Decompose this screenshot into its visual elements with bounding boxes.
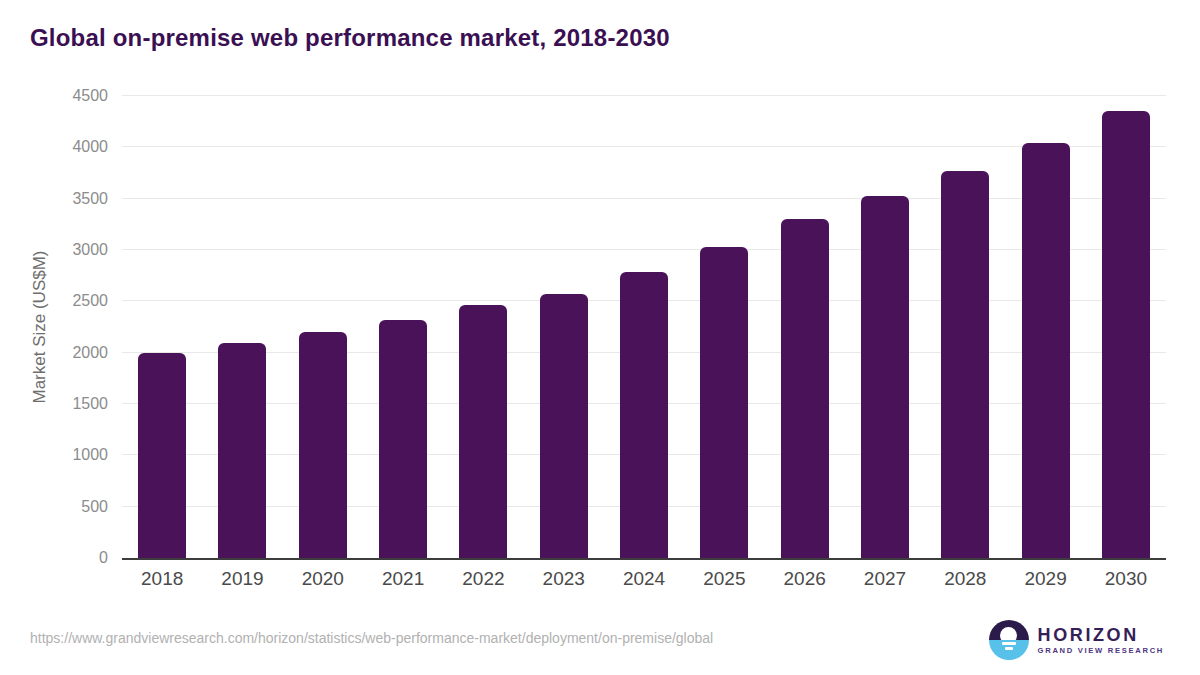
bar-slot xyxy=(524,96,604,558)
bar-2022 xyxy=(459,305,507,558)
bar-slot xyxy=(604,96,684,558)
bar-slot xyxy=(443,96,523,558)
horizon-sun-icon xyxy=(989,620,1029,660)
x-tick-label: 2018 xyxy=(122,568,202,590)
y-tick-label: 1000 xyxy=(72,446,108,464)
plot-area xyxy=(122,96,1166,560)
bar-2026 xyxy=(781,219,829,558)
y-tick-label: 4000 xyxy=(72,138,108,156)
bar-slot xyxy=(1086,96,1166,558)
x-tick-label: 2022 xyxy=(443,568,523,590)
bar-slot xyxy=(925,96,1005,558)
bar-slot xyxy=(283,96,363,558)
bar-slot xyxy=(765,96,845,558)
x-tick-label: 2030 xyxy=(1086,568,1166,590)
bar-slot xyxy=(122,96,202,558)
x-tick-label: 2021 xyxy=(363,568,443,590)
bar-2027 xyxy=(861,196,909,558)
y-tick-label: 4500 xyxy=(72,87,108,105)
source-url: https://www.grandviewresearch.com/horizo… xyxy=(30,630,713,646)
x-tick-label: 2023 xyxy=(524,568,604,590)
bar-slot xyxy=(1005,96,1085,558)
y-tick-label: 3500 xyxy=(72,190,108,208)
bar-slot xyxy=(684,96,764,558)
x-tick-label: 2027 xyxy=(845,568,925,590)
chart-card: Global on-premise web performance market… xyxy=(0,0,1200,675)
bar-2024 xyxy=(620,272,668,558)
y-tick-label: 3000 xyxy=(72,241,108,259)
brand-logo: HORIZON GRAND VIEW RESEARCH xyxy=(989,620,1164,660)
y-axis-tick-labels: 050010001500200025003000350040004500 xyxy=(0,96,108,558)
bar-2025 xyxy=(700,247,748,558)
x-tick-label: 2019 xyxy=(202,568,282,590)
bar-2028 xyxy=(941,171,989,558)
chart-title: Global on-premise web performance market… xyxy=(30,24,670,52)
brand-subtitle: GRAND VIEW RESEARCH xyxy=(1038,647,1164,655)
x-tick-label: 2024 xyxy=(604,568,684,590)
bar-2023 xyxy=(540,294,588,558)
bar-slot xyxy=(202,96,282,558)
bar-2019 xyxy=(218,343,266,558)
brand-name: HORIZON xyxy=(1038,626,1164,644)
y-tick-label: 2500 xyxy=(72,292,108,310)
y-tick-label: 500 xyxy=(81,498,108,516)
bar-slot xyxy=(845,96,925,558)
x-tick-label: 2028 xyxy=(925,568,1005,590)
bar-2018 xyxy=(138,353,186,558)
bar-slot xyxy=(363,96,443,558)
y-tick-label: 2000 xyxy=(72,344,108,362)
bar-2020 xyxy=(299,332,347,558)
bar-series xyxy=(122,96,1166,558)
x-tick-label: 2026 xyxy=(765,568,845,590)
x-axis-tick-labels: 2018201920202021202220232024202520262027… xyxy=(122,568,1166,590)
x-tick-label: 2020 xyxy=(283,568,363,590)
bar-2029 xyxy=(1022,143,1070,558)
bar-2030 xyxy=(1102,111,1150,558)
x-tick-label: 2025 xyxy=(684,568,764,590)
y-tick-label: 0 xyxy=(99,549,108,567)
bar-2021 xyxy=(379,320,427,558)
y-tick-label: 1500 xyxy=(72,395,108,413)
x-tick-label: 2029 xyxy=(1005,568,1085,590)
